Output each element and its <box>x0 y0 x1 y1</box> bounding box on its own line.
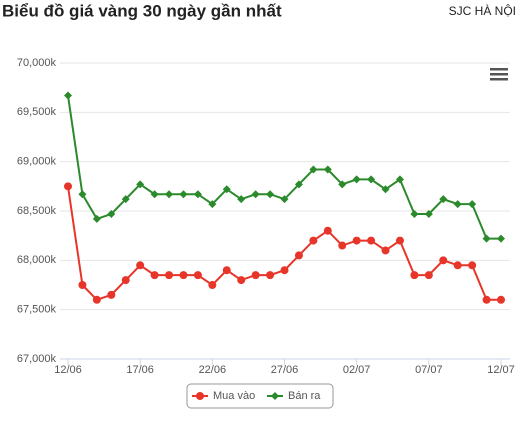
point <box>78 281 87 289</box>
point <box>150 271 159 280</box>
point <box>367 175 376 184</box>
point <box>381 246 390 255</box>
point <box>439 195 448 204</box>
point <box>266 190 275 199</box>
point <box>251 190 260 199</box>
point <box>165 190 174 199</box>
point <box>193 190 202 199</box>
point <box>294 251 303 260</box>
point <box>64 91 72 100</box>
y-tick-label: 69,000k <box>17 156 57 168</box>
point <box>237 276 246 285</box>
point <box>439 256 448 265</box>
legend-marker <box>271 392 279 400</box>
point <box>395 236 404 245</box>
y-tick-label: 69,500k <box>17 106 57 118</box>
point <box>193 271 202 280</box>
point <box>410 209 419 218</box>
point <box>237 195 246 204</box>
legend-marker <box>196 392 204 400</box>
point <box>150 190 159 199</box>
x-tick-label: 12/07 <box>487 364 515 376</box>
point <box>468 261 477 270</box>
point <box>338 241 347 250</box>
point <box>453 200 462 209</box>
x-tick-label: 12/06 <box>54 364 82 376</box>
point <box>424 209 433 218</box>
point <box>251 271 260 280</box>
point <box>136 261 145 270</box>
chart-subtitle: SJC HÀ NỘI <box>449 3 516 18</box>
point <box>222 266 231 275</box>
y-tick-label: 67,000k <box>17 353 57 365</box>
point <box>352 175 361 184</box>
x-tick-label: 17/06 <box>126 364 154 376</box>
point <box>294 180 303 189</box>
line <box>67 95 501 240</box>
y-tick-label: 67,500k <box>17 304 57 316</box>
point <box>338 180 347 189</box>
line <box>67 186 501 301</box>
point <box>121 276 130 285</box>
point <box>497 234 505 243</box>
point <box>107 290 116 299</box>
point <box>280 266 289 275</box>
point <box>179 271 188 280</box>
point <box>208 281 217 289</box>
series <box>64 182 505 304</box>
point <box>381 185 390 194</box>
point <box>367 236 376 245</box>
point <box>121 195 130 204</box>
x-tick-label: 07/07 <box>415 364 443 376</box>
point <box>179 190 188 199</box>
point <box>222 185 231 194</box>
point <box>395 175 404 184</box>
point <box>280 195 289 204</box>
point <box>482 295 491 304</box>
point <box>497 295 505 304</box>
point <box>453 261 462 270</box>
point <box>266 271 275 280</box>
point <box>64 182 72 191</box>
point <box>107 209 116 218</box>
point <box>208 200 217 209</box>
x-tick-label: 02/07 <box>343 364 371 376</box>
series <box>64 91 505 243</box>
point <box>424 271 433 280</box>
point <box>482 234 491 243</box>
legend-label: Bán ra <box>288 390 321 402</box>
point <box>136 180 145 189</box>
y-tick-label: 70,000k <box>17 57 57 69</box>
y-tick-label: 68,000k <box>17 254 57 266</box>
point <box>78 190 87 199</box>
point <box>309 236 318 245</box>
point <box>323 165 332 174</box>
point <box>352 236 361 245</box>
legend-label: Mua vào <box>213 390 255 402</box>
point <box>92 295 101 304</box>
point <box>468 200 477 209</box>
menu-button[interactable] <box>490 68 508 81</box>
point <box>410 271 419 280</box>
point <box>323 226 332 235</box>
x-tick-label: 22/06 <box>199 364 227 376</box>
y-tick-label: 68,500k <box>17 205 57 217</box>
legend-box <box>186 383 334 409</box>
legend-item[interactable]: Bán ra <box>267 390 321 402</box>
point <box>165 271 174 280</box>
point <box>309 165 318 174</box>
chart-title: Biểu đồ giá vàng 30 ngày gần nhất <box>2 1 282 20</box>
point <box>92 214 101 223</box>
x-tick-label: 27/06 <box>271 364 299 376</box>
legend-item[interactable]: Mua vào <box>192 390 255 402</box>
